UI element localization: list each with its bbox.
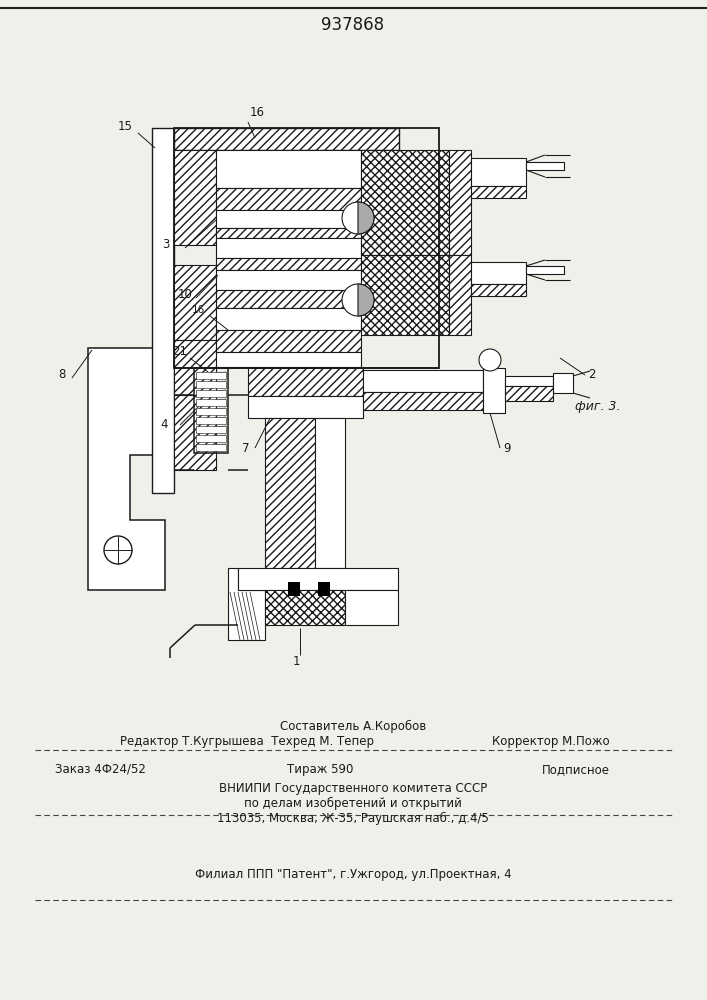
Bar [196,399,226,406]
Bar [196,426,226,433]
Text: 8: 8 [58,368,65,381]
Bar [471,262,526,284]
Bar [449,150,471,255]
Bar [361,255,449,335]
Bar [318,582,330,596]
Bar [363,392,483,410]
Text: ВНИИПИ Государственного комитета СССР: ВНИИПИ Государственного комитета СССР [219,782,487,795]
Text: Тираж 590: Тираж 590 [287,763,354,776]
Bar [471,284,526,296]
Bar [174,150,216,245]
Polygon shape [228,568,265,640]
Text: 2: 2 [588,368,595,381]
Bar [345,590,398,625]
Text: 15: 15 [118,120,133,133]
Bar [505,386,553,401]
Bar [238,568,398,590]
Circle shape [479,349,501,371]
Bar [449,255,471,335]
Text: Подписное: Подписное [542,763,610,776]
Text: 10: 10 [178,288,193,301]
Bar [553,373,573,393]
Polygon shape [88,348,165,590]
Wedge shape [358,202,374,234]
Bar [196,390,226,397]
Bar [216,330,361,352]
Bar [265,418,315,568]
Text: фиг. 3.: фиг. 3. [575,400,621,413]
Text: Редактор Т.Кугрышева  Техред М. Тепер: Редактор Т.Кугрышева Техред М. Тепер [120,735,374,748]
Bar [526,162,564,170]
Bar [152,128,174,493]
Bar [505,376,553,386]
Bar [174,128,439,368]
Text: 16: 16 [250,106,265,119]
Bar [174,395,216,470]
Bar [216,290,361,308]
Bar [174,128,399,150]
Bar [216,228,361,238]
Bar [216,258,361,270]
Bar [216,210,361,228]
Bar [361,150,449,255]
Text: 1: 1 [293,655,300,668]
Bar [526,266,564,274]
Bar [196,372,226,379]
Bar [288,582,300,596]
Bar [174,340,216,395]
Bar [216,352,361,367]
Bar [483,368,505,413]
Bar [174,265,216,340]
Text: 4: 4 [160,418,168,431]
Circle shape [342,284,374,316]
Text: 7: 7 [242,442,250,455]
Bar [196,417,226,424]
Text: Заказ 4Ф24/52: Заказ 4Ф24/52 [55,763,146,776]
Bar [248,368,363,396]
Bar [196,408,226,415]
Wedge shape [358,284,374,316]
Bar [216,188,361,210]
Text: 3: 3 [162,238,170,251]
Bar [248,396,363,418]
Text: Корректор М.Пожо: Корректор М.Пожо [492,735,610,748]
Bar [194,368,228,453]
Bar [196,435,226,442]
Bar [216,308,361,330]
Circle shape [342,202,374,234]
Bar [265,590,345,625]
Text: 21: 21 [172,345,187,358]
Bar [471,158,526,186]
Bar [196,444,226,451]
Text: по делам изобретений и открытий: по делам изобретений и открытий [244,797,462,810]
Text: 9: 9 [503,442,510,455]
Bar [196,381,226,388]
Text: 16: 16 [192,305,205,315]
Text: 113035, Москва, Ж-35, Раушская наб., д.4/5: 113035, Москва, Ж-35, Раушская наб., д.4… [217,812,489,825]
Text: Составитель А.Коробов: Составитель А.Коробов [280,720,426,733]
Bar [315,418,345,568]
Bar [471,186,526,198]
Text: 937868: 937868 [322,16,385,34]
Bar [363,370,483,392]
Bar [216,238,361,258]
Bar [216,270,361,290]
Bar [216,150,361,188]
Text: Филиал ППП "Патент", г.Ужгород, ул.Проектная, 4: Филиал ППП "Патент", г.Ужгород, ул.Проек… [194,868,511,881]
